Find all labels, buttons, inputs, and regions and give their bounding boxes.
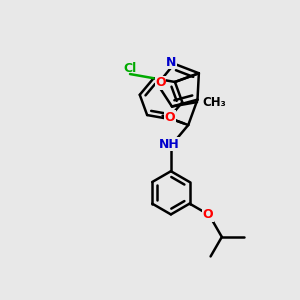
- Text: O: O: [202, 208, 213, 221]
- Text: Cl: Cl: [123, 62, 136, 75]
- Text: O: O: [155, 76, 166, 89]
- Text: O: O: [165, 111, 176, 124]
- Text: NH: NH: [159, 138, 180, 151]
- Text: N: N: [166, 56, 176, 69]
- Text: CH₃: CH₃: [202, 96, 226, 109]
